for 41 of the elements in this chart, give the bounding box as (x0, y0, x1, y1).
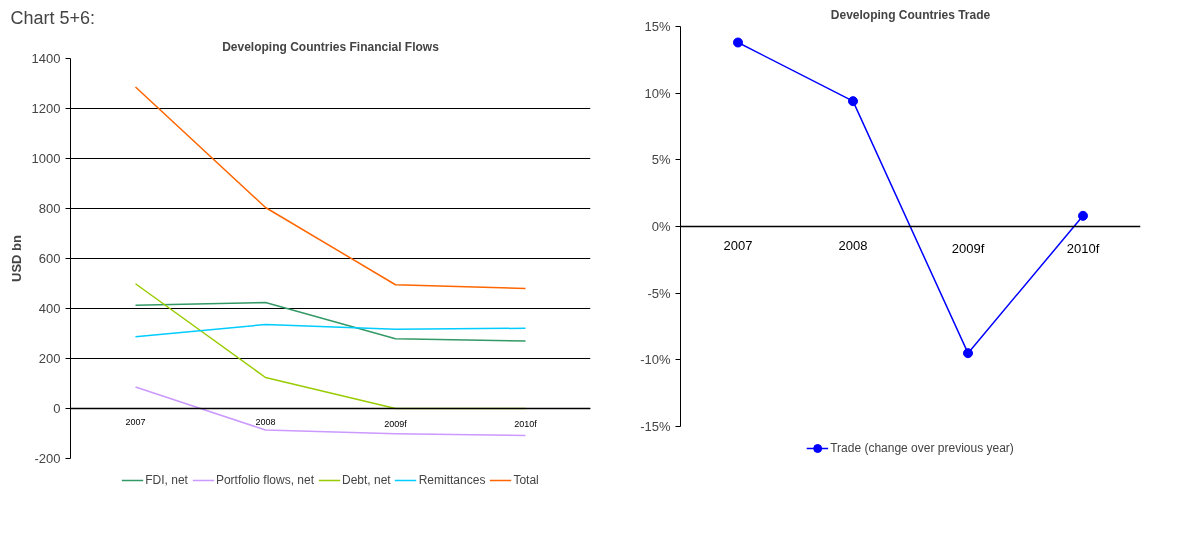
legend-label: Remittances (418, 473, 486, 487)
legend-label: FDI, net (145, 473, 188, 487)
y-tick-label: -5% (647, 285, 671, 301)
point (848, 96, 858, 107)
y-tick-label: -10% (640, 352, 671, 368)
x-tick-label: 2007 (723, 237, 753, 253)
x-tick-label: 2009f (384, 418, 408, 429)
chart-title: Developing Countries Trade (830, 7, 991, 22)
y-tick-label: 1000 (31, 151, 61, 166)
y-tick-label: 15% (644, 19, 671, 34)
legend-label: Portfolio flows, net (215, 473, 314, 487)
y-tick-label: 0% (651, 219, 671, 234)
line-series (134, 301, 527, 342)
x-tick-label: 2007 (125, 416, 146, 427)
x-tick-label: 2010f (1066, 240, 1100, 256)
y-tick-label: 1400 (31, 51, 61, 66)
line-series (134, 86, 527, 290)
y-tick-label: 800 (38, 201, 61, 216)
point (963, 348, 973, 359)
x-tick-label: 2010f (514, 418, 538, 429)
y-tick-label: 1200 (31, 101, 61, 116)
caption: Chart 5+6: (10, 7, 96, 28)
line-series (134, 323, 527, 338)
legend-label: Trade (change over previous year) (830, 441, 1014, 455)
y-axis-title: USD bn (8, 234, 24, 282)
y-tick-label: -15% (640, 419, 671, 434)
y-tick-label: 600 (38, 251, 61, 266)
legend-label: Debt, net (341, 473, 391, 487)
chart-title: Developing Countries Financial Flows (222, 39, 440, 54)
x-tick-label: 2009f (951, 240, 985, 256)
y-tick-label: 10% (644, 85, 671, 101)
point (733, 37, 743, 48)
y-tick-label: 400 (38, 301, 61, 316)
y-tick-label: 0 (53, 401, 61, 416)
y-tick-label: -200 (34, 451, 61, 466)
point (1078, 210, 1088, 221)
y-tick-label: 200 (38, 351, 61, 366)
legend-label: Total (513, 473, 539, 487)
x-tick-label: 2008 (838, 237, 868, 253)
y-tick-label: 5% (651, 152, 671, 168)
x-tick-label: 2008 (255, 416, 276, 427)
